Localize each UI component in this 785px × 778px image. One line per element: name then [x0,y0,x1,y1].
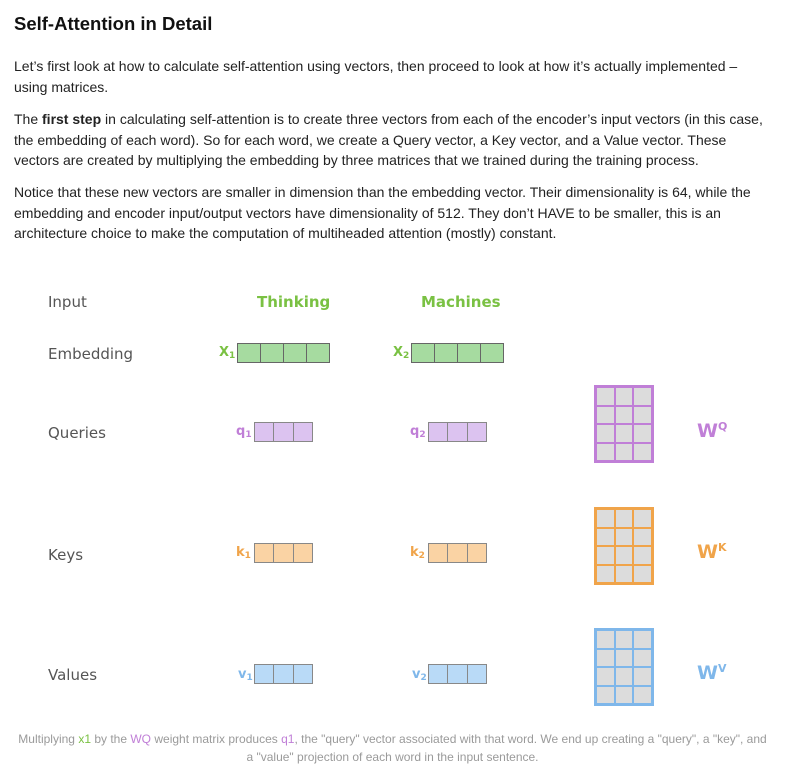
v-sub: 2 [420,673,427,683]
q-label: q [410,424,420,439]
x-sub: 2 [403,351,410,361]
figure-caption: Multiplying x1 by the WQ weight matrix p… [14,730,771,766]
q-label: q [236,424,246,439]
row-label-queries: Queries [48,424,106,442]
weight-label-wk: WK [697,541,727,563]
value-vector-v1 [254,664,313,684]
key-label-k2: k2 [410,545,425,561]
key-label-k1: k1 [236,545,251,561]
q-sub: 2 [419,430,426,440]
value-label-v1: v1 [238,667,253,683]
first-step-paragraph: The first step in calculating self-atten… [14,109,774,171]
v-sub: 1 [246,673,253,683]
embedding-vector-x2 [411,343,504,363]
value-vector-v2 [428,664,487,684]
embedding-label-x1: X1 [219,345,235,361]
row-label-input: Input [48,293,87,311]
section-title: Self-Attention in Detail [14,13,213,34]
w-base: W [697,662,718,684]
weight-label-wq: WQ [697,420,727,442]
caption-text: weight matrix produces [151,732,282,746]
w-base: W [697,541,718,563]
caption-x1: x1 [78,732,91,746]
para-text: The [14,111,43,127]
embedding-vector-x1 [237,343,330,363]
emphasis-first-step: first step [42,111,102,127]
word-machines: Machines [421,293,501,311]
k-sub: 2 [418,551,425,561]
query-vector-q1 [254,422,313,442]
embedding-label-x2: X2 [393,345,409,361]
w-base: W [697,420,718,442]
key-vector-k1 [254,543,313,563]
value-label-v2: v2 [412,667,427,683]
key-vector-k2 [428,543,487,563]
w-sup: V [717,662,727,675]
caption-text: Multiplying [18,732,79,746]
caption-text: by the [91,732,131,746]
weight-matrix-wk [594,507,654,585]
k-label: k [236,545,245,560]
x-label: X [219,345,230,360]
weight-matrix-wv [594,628,654,706]
dimension-paragraph: Notice that these new vectors are smalle… [14,184,751,241]
k-sub: 1 [244,551,251,561]
w-sup: K [717,541,727,554]
caption-q1: q1 [281,732,295,746]
para-text: in calculating self-attention is to crea… [14,111,763,168]
caption-text: , the "query" vector associated with tha… [246,732,767,764]
query-label-q2: q2 [410,424,426,440]
word-thinking: Thinking [257,293,331,311]
weight-matrix-wq [594,385,654,463]
row-label-embedding: Embedding [48,345,134,363]
caption-wq: WQ [130,732,152,746]
query-label-q1: q1 [236,424,252,440]
x-label: X [393,345,404,360]
weight-label-wv: WV [697,662,726,684]
v-label: v [412,667,421,682]
query-vector-q2 [428,422,487,442]
k-label: k [410,545,419,560]
w-sup: Q [717,420,728,433]
intro-paragraph: Let’s first look at how to calculate sel… [14,58,738,95]
row-label-keys: Keys [48,546,84,564]
q-sub: 1 [245,430,252,440]
row-label-values: Values [48,666,98,684]
v-label: v [238,667,247,682]
x-sub: 1 [229,351,236,361]
